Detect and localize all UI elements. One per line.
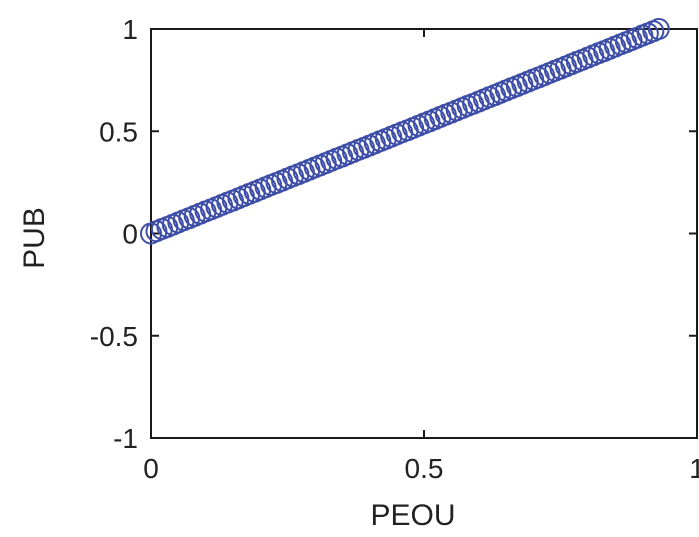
plot-area: [150, 28, 698, 439]
y-tick-label: 0.5: [99, 116, 138, 147]
y-tick-label: 0: [122, 219, 138, 250]
data-point: [647, 18, 670, 40]
tick-labels: 0 0.5 1 -1 -0.5 0 0.5 1: [90, 14, 699, 484]
y-axis-label: PUB: [18, 207, 51, 269]
x-axis-label: PEOU: [370, 499, 455, 532]
data-points: [140, 18, 670, 245]
y-tick-label: -1: [113, 423, 138, 454]
y-tick-label: -0.5: [90, 321, 138, 352]
x-tick-label: 0: [143, 453, 159, 484]
x-tick-label: 0.5: [405, 453, 444, 484]
y-tick-label: 1: [122, 14, 138, 45]
x-tick-label: 1: [689, 453, 699, 484]
